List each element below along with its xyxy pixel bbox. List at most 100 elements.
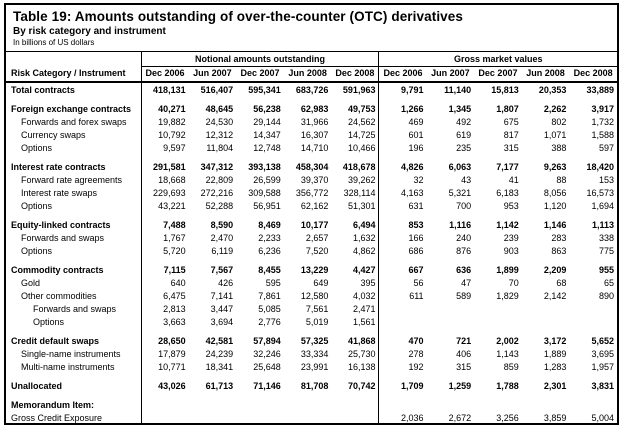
notional-cell: 5,085	[258, 304, 281, 314]
notional-cell: 17,879	[158, 349, 186, 359]
table-row: Commodity contracts 7,115 7,567 8,455 13,229…	[6, 264, 617, 277]
otc-derivatives-table: Notional amounts outstanding Gross marke…	[6, 52, 617, 423]
notional-cell: 18,341	[205, 362, 234, 372]
gross-cell: 589	[456, 291, 472, 301]
notional-cell: 595,341	[248, 85, 281, 95]
gross-cell: 817	[503, 130, 519, 140]
notional-cell: 328,114	[331, 187, 380, 200]
gross-cell: 1,829	[496, 291, 519, 301]
notional-cell: 2,471	[331, 303, 380, 316]
notional-cell: 52,288	[205, 201, 234, 211]
section-gap-row	[6, 97, 617, 103]
notional-cell: 22,809	[205, 175, 234, 185]
notional-cell: 347,312	[200, 162, 234, 172]
notional-cell: 2,657	[305, 233, 329, 243]
notional-cell: 7,115	[163, 265, 186, 275]
gross-cell	[379, 399, 427, 412]
gross-cell: 492	[456, 117, 472, 127]
section-gap-row	[6, 393, 617, 399]
gross-cell: 1,259	[448, 381, 472, 391]
gross-cell: 4,163	[401, 188, 424, 198]
notional-cell: 12,312	[205, 130, 234, 140]
notional-cell: 2,813	[163, 304, 186, 314]
notional-cell: 8,455	[258, 265, 281, 275]
gross-cell: 43	[461, 175, 472, 185]
gross-cell: 9,263	[543, 162, 567, 172]
notional-cell: 640	[170, 278, 186, 288]
notional-cell: 24,562	[331, 116, 380, 129]
row-label: Gross Credit Exposure	[6, 412, 142, 423]
gross-cell: 1,283	[543, 362, 567, 372]
section-gap-row	[6, 258, 617, 264]
notional-cell	[141, 412, 189, 423]
notional-cell	[236, 399, 284, 412]
notional-cell: 4,862	[331, 245, 380, 258]
gross-cell: 859	[503, 362, 519, 372]
group-header-row: Notional amounts outstanding Gross marke…	[6, 52, 617, 67]
notional-cell: 18,668	[158, 175, 186, 185]
notional-cell: 57,894	[253, 336, 281, 346]
gross-cell: 315	[503, 143, 519, 153]
gross-cell: 619	[456, 130, 472, 140]
gross-cell: 1,142	[496, 220, 519, 230]
gross-cell	[522, 316, 570, 329]
notional-cell: 39,262	[331, 174, 380, 187]
table-row: Options 5,720 6,119 6,236 7,520 4,862 686 876 90…	[6, 245, 617, 258]
gross-cell: 153	[598, 175, 614, 185]
notional-cell: 356,772	[295, 188, 329, 198]
notional-cell: 24,530	[205, 117, 234, 127]
gross-cell: 1,709	[401, 381, 424, 391]
notional-cell: 10,792	[158, 130, 186, 140]
gross-cell: 597	[598, 143, 614, 153]
notional-cell: 272,216	[200, 188, 234, 198]
notional-cell: 426	[218, 278, 234, 288]
notional-cell: 5,720	[163, 246, 186, 256]
column-header-notional-jun-2008: Jun 2008	[283, 66, 332, 83]
notional-cell: 62,162	[300, 201, 329, 211]
table-row: Gold 640 426 595 649 395 56 47 70 68 65	[6, 277, 617, 290]
notional-cell: 43,221	[158, 201, 186, 211]
notional-cell	[189, 399, 237, 412]
section-gap-row	[6, 329, 617, 335]
notional-cell: 40,271	[158, 104, 186, 114]
gross-cell	[427, 399, 475, 412]
notional-cell: 32,246	[253, 349, 281, 359]
gap-cell	[6, 374, 142, 380]
column-header-gross-jun-2008: Jun 2008	[521, 66, 570, 83]
date-header-row: Risk Category / Instrument Dec 2006 Jun 2…	[6, 66, 617, 83]
row-label: Options	[6, 142, 142, 155]
row-label: Forwards and swaps	[6, 232, 142, 245]
notional-cell: 70,742	[331, 380, 380, 393]
notional-cell: 418,131	[153, 85, 186, 95]
row-label: Interest rate contracts	[6, 161, 142, 174]
notional-cell: 395	[331, 277, 380, 290]
table-row: Interest rate contracts 291,581 347,312 393…	[6, 161, 617, 174]
gross-cell: 667	[408, 265, 424, 275]
gross-cell: 863	[551, 246, 567, 256]
notional-cell	[284, 412, 332, 423]
table-row: Memorandum Item:	[6, 399, 617, 412]
notional-cell: 25,730	[331, 348, 380, 361]
row-label: Forward rate agreements	[6, 174, 142, 187]
table-row: Foreign exchange contracts 40,271 48,645 56…	[6, 103, 617, 116]
gap-cell	[6, 329, 142, 335]
gross-cell: 70	[508, 278, 519, 288]
gross-cell: 3,917	[591, 104, 614, 114]
notional-cell: 418,678	[331, 161, 380, 174]
notional-cell: 7,488	[163, 220, 186, 230]
table-row: Multi-name instruments 10,771 18,341 25,648…	[6, 361, 617, 374]
gross-cell: 2,301	[543, 381, 567, 391]
notional-cell: 2,233	[258, 233, 281, 243]
gross-cell	[427, 316, 475, 329]
table-row: Options 9,597 11,804 12,748 14,710 10,466 196 2…	[6, 142, 617, 155]
row-label: Foreign exchange contracts	[6, 103, 142, 116]
notional-cell: 42,581	[205, 336, 234, 346]
gross-cell: 68	[556, 278, 567, 288]
gross-cell: 700	[456, 201, 472, 211]
notional-cell: 7,861	[258, 291, 281, 301]
notional-cell	[284, 399, 332, 412]
row-label: Options	[6, 245, 142, 258]
gross-cell: 20,353	[538, 85, 567, 95]
gross-cell: 235	[456, 143, 472, 153]
gross-cell: 192	[408, 362, 424, 372]
